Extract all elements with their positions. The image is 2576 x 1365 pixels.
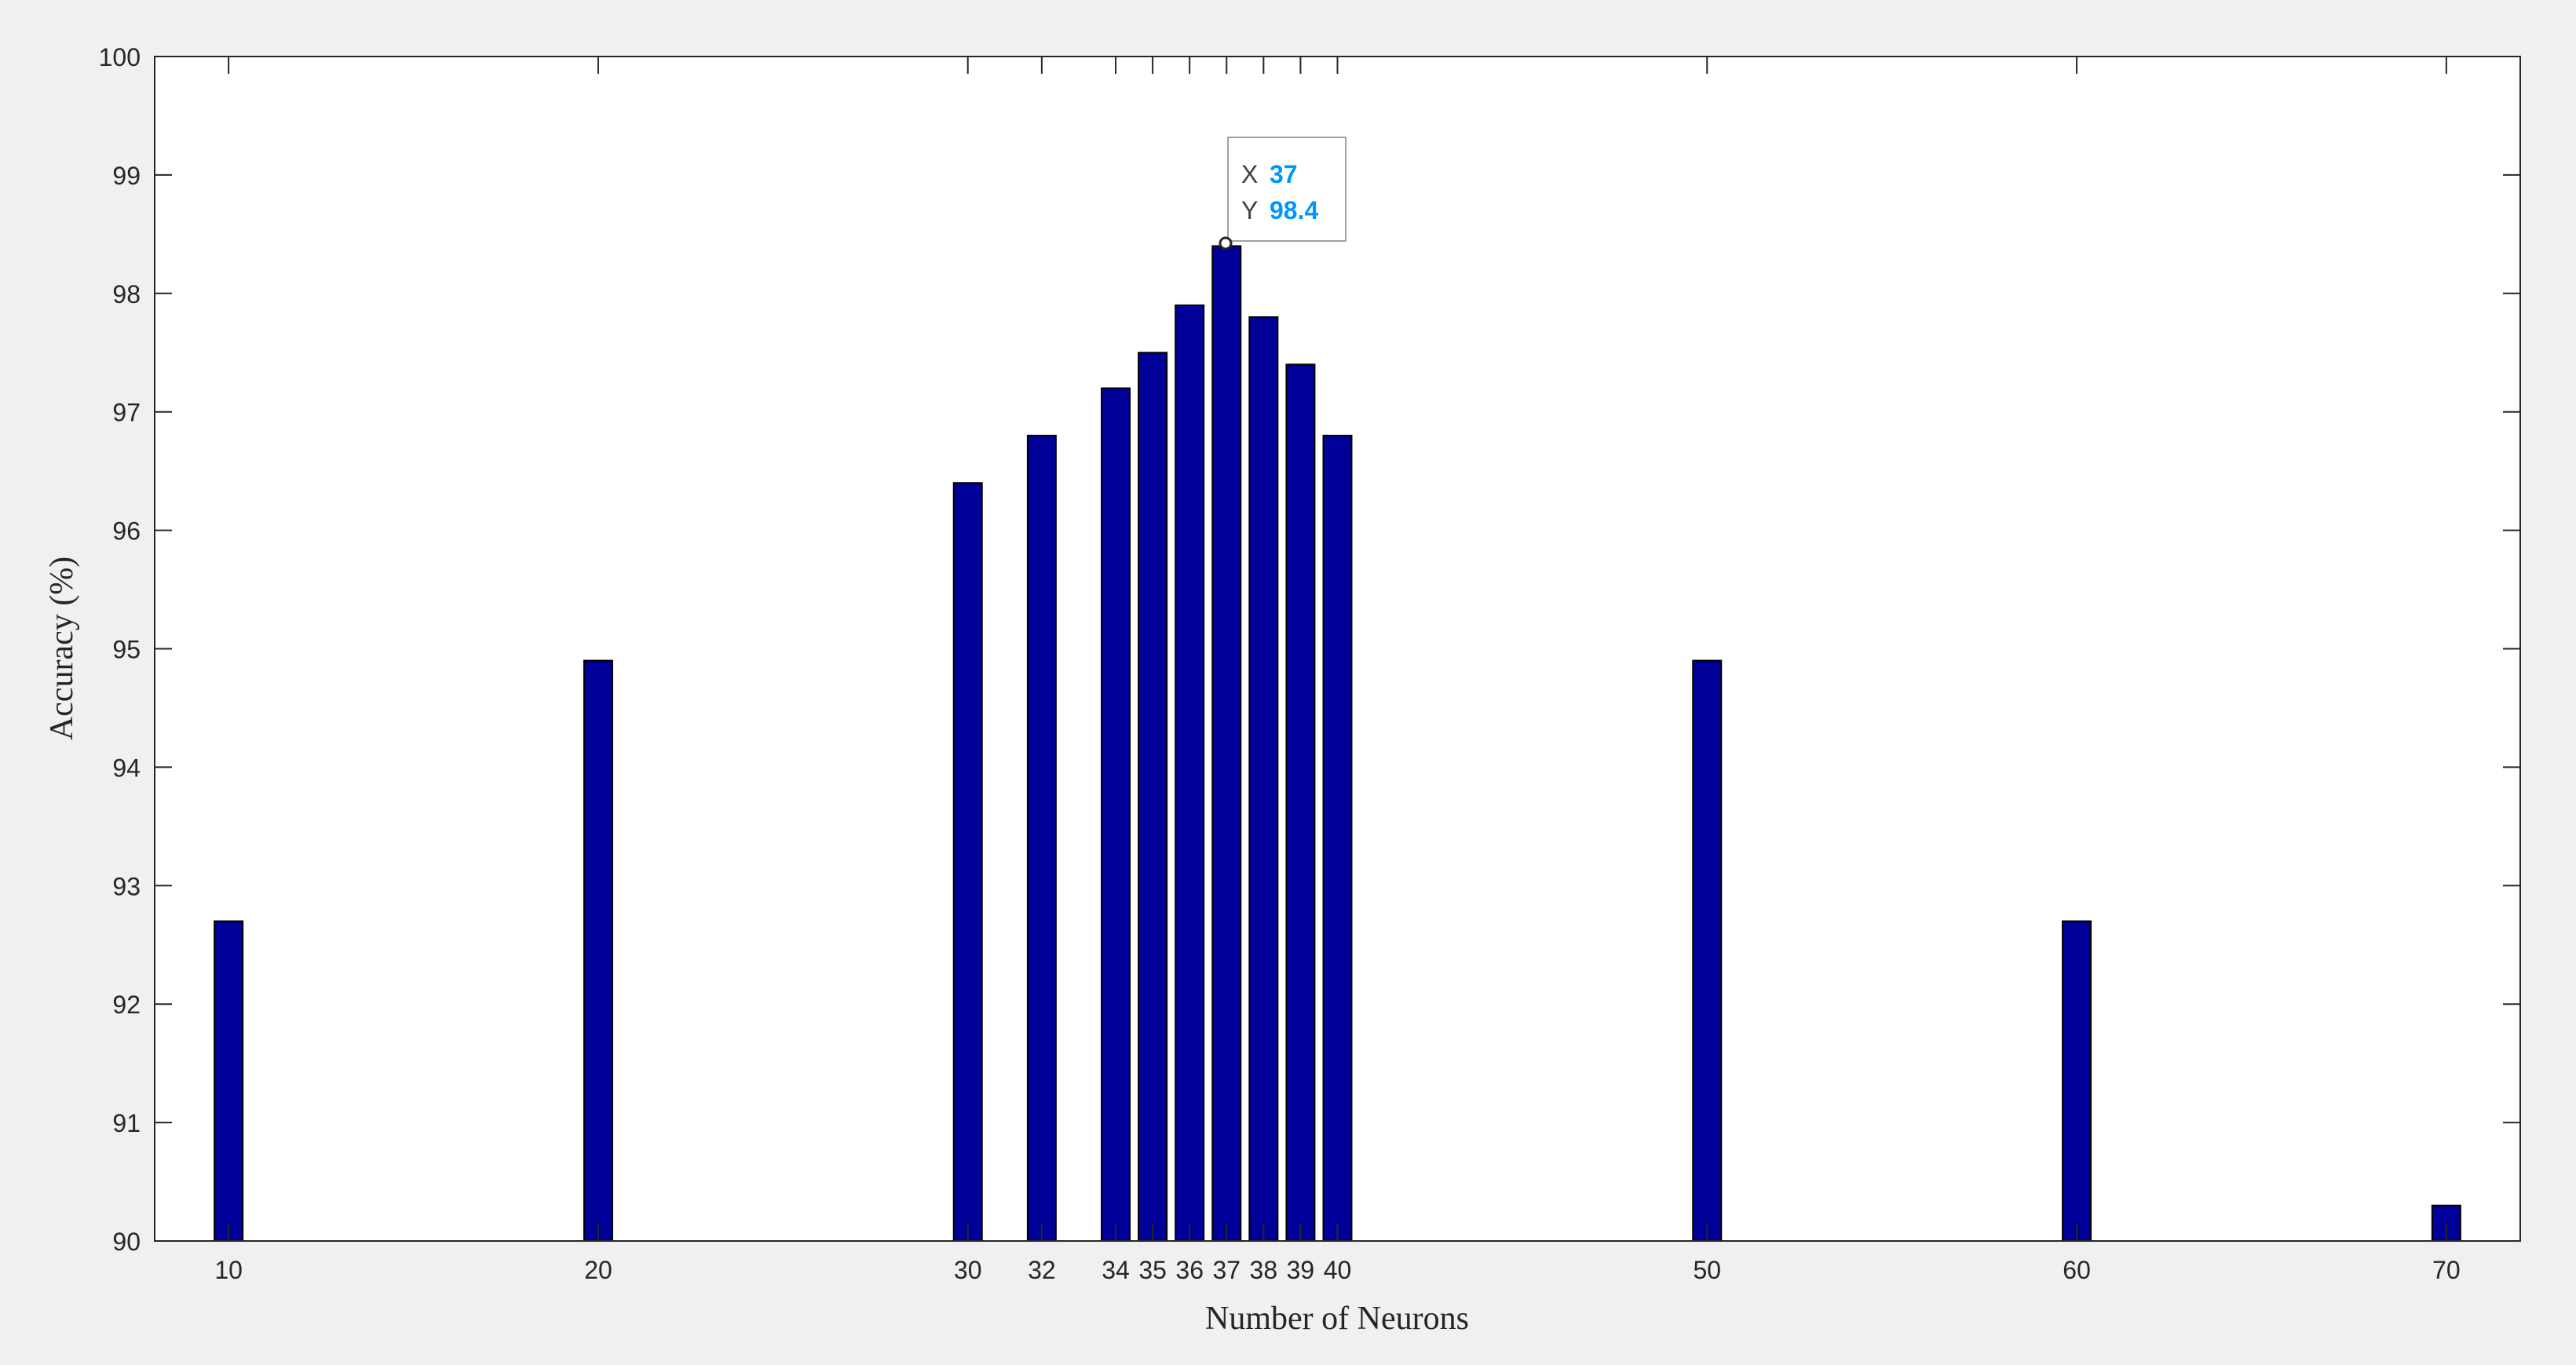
- datatip-x-value: 37: [1270, 160, 1298, 188]
- y-axis: 90 91 92 93 94 95 96 97 98 99 100: [99, 43, 2520, 1256]
- x-tick-label: 20: [584, 1256, 612, 1284]
- bar-series: [214, 245, 2461, 1243]
- x-tick-label: 32: [1028, 1256, 1056, 1284]
- y-tick-label: 98: [112, 280, 141, 308]
- x-tick-label: 36: [1175, 1256, 1204, 1284]
- bar[interactable]: [1101, 387, 1131, 1242]
- x-tick-label: 50: [1693, 1256, 1721, 1284]
- y-tick-label: 96: [112, 517, 141, 546]
- bar[interactable]: [1138, 352, 1168, 1242]
- bar[interactable]: [1175, 304, 1205, 1242]
- datatip-x-label: X: [1241, 160, 1258, 188]
- x-tick-label: 60: [2063, 1256, 2091, 1284]
- x-tick-label: 40: [1324, 1256, 1352, 1284]
- datatip-box: [1227, 137, 1346, 242]
- y-tick-label: 91: [112, 1109, 141, 1137]
- x-tick-label: 38: [1250, 1256, 1278, 1284]
- y-tick-label: 99: [112, 162, 141, 190]
- bar[interactable]: [583, 659, 613, 1242]
- y-tick-label: 100: [99, 43, 141, 71]
- bar[interactable]: [1692, 659, 1723, 1242]
- x-tick-label: 39: [1287, 1256, 1315, 1284]
- y-tick-label: 93: [112, 872, 141, 900]
- datatip-marker[interactable]: [1219, 236, 1233, 250]
- y-tick-label: 92: [112, 991, 141, 1019]
- x-tick-label: 35: [1138, 1256, 1167, 1284]
- datatip-y-label: Y: [1241, 196, 1258, 224]
- x-tick-label: 37: [1212, 1256, 1240, 1284]
- y-tick-label: 90: [112, 1228, 141, 1256]
- bar[interactable]: [2062, 920, 2092, 1242]
- datatip[interactable]: X 37 Y 98.4: [1219, 137, 1346, 250]
- datatip-y-value: 98.4: [1270, 196, 1318, 224]
- x-tick-label: 34: [1102, 1256, 1130, 1284]
- x-tick-label: 30: [954, 1256, 982, 1284]
- bar[interactable]: [1322, 434, 1353, 1242]
- bar[interactable]: [1026, 434, 1057, 1242]
- bar[interactable]: [214, 920, 244, 1242]
- bar[interactable]: [1285, 363, 1316, 1243]
- bar[interactable]: [1248, 316, 1279, 1243]
- y-axis-label: Accuracy (%): [44, 557, 80, 740]
- y-tick-label: 97: [112, 399, 141, 427]
- bar[interactable]: [952, 482, 983, 1242]
- x-axis-label: Number of Neurons: [1205, 1301, 1469, 1337]
- x-tick-label: 70: [2432, 1256, 2461, 1284]
- bar[interactable]: [1211, 245, 1242, 1243]
- x-tick-label: 10: [214, 1256, 243, 1284]
- y-tick-label: 95: [112, 636, 141, 664]
- x-axis: 10 20 30 32 34 35 36 37 38 39 40 50 60 70: [214, 57, 2461, 1284]
- y-tick-label: 94: [112, 754, 141, 782]
